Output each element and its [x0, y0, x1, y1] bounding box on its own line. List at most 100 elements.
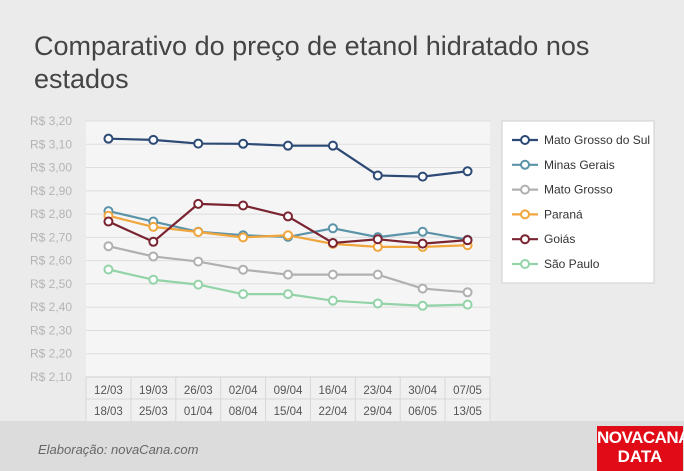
legend-item: São Paulo [512, 257, 600, 271]
data-point [283, 230, 293, 241]
data-point [238, 289, 249, 300]
x-tick-label-start: 16/04 [318, 385, 347, 397]
legend-label: Mato Grosso [544, 183, 613, 197]
y-tick-label: R$ 2,10 [30, 370, 72, 384]
data-point [327, 237, 338, 248]
data-point [327, 223, 338, 234]
series-s-o-paulo [103, 264, 473, 311]
y-tick-label: R$ 2,60 [30, 254, 72, 268]
data-point [417, 283, 428, 294]
data-point [327, 140, 338, 151]
data-point [283, 269, 293, 280]
novacana-data-logo[interactable]: NOVACANA DATA [597, 426, 684, 471]
legend-marker [520, 159, 530, 170]
data-point [417, 226, 428, 237]
data-point [372, 298, 383, 309]
data-point [238, 232, 249, 243]
legend-label: Minas Gerais [544, 158, 615, 172]
data-point [103, 216, 114, 227]
x-tick-label-start: 26/03 [184, 385, 213, 397]
series-mato-grosso-do-sul [103, 133, 473, 182]
data-point [417, 171, 428, 182]
data-point [103, 264, 114, 275]
data-point [283, 289, 293, 300]
data-point [103, 133, 114, 144]
y-tick-label: R$ 2,90 [30, 184, 72, 198]
data-point [372, 170, 383, 181]
x-tick-label-end: 29/04 [363, 406, 392, 418]
legend-label: Goiás [544, 232, 575, 246]
logo-line1: NOVACANA [597, 428, 684, 447]
data-point [148, 251, 159, 262]
data-point [372, 269, 383, 280]
x-tick-label-start: 19/03 [139, 385, 168, 397]
data-point [372, 234, 383, 245]
x-tick-label-start: 23/04 [363, 385, 392, 397]
credit-text: Elaboração: novaCana.com [38, 442, 199, 457]
y-tick-label: R$ 2,30 [30, 323, 72, 337]
legend-item: Minas Gerais [512, 158, 615, 172]
data-point [327, 295, 338, 306]
x-tick-label-start: 07/05 [453, 385, 482, 397]
x-tick-label-start: 12/03 [94, 385, 123, 397]
y-tick-label: R$ 3,00 [30, 161, 72, 175]
data-point [193, 227, 204, 238]
data-point [417, 238, 428, 249]
y-tick-label: R$ 2,20 [30, 347, 72, 361]
x-tick-label-end: 06/05 [408, 406, 437, 418]
legend-item: Mato Grosso [512, 183, 613, 197]
series-goi-s [103, 198, 473, 249]
x-tick-label-end: 08/04 [229, 406, 258, 418]
legend-marker [520, 259, 530, 269]
data-point [327, 269, 338, 280]
legend-marker [520, 209, 530, 220]
y-tick-label: R$ 2,70 [30, 230, 72, 244]
data-point [238, 200, 249, 211]
plot-area [86, 121, 490, 377]
x-tick-label-end: 25/03 [139, 406, 168, 418]
data-point [462, 287, 473, 298]
data-point [283, 140, 293, 151]
y-tick-label: R$ 2,40 [30, 300, 72, 314]
y-tick-label: R$ 2,80 [30, 207, 72, 221]
data-point [148, 221, 159, 232]
x-tick-label-end: 01/04 [184, 406, 213, 418]
legend-box [501, 120, 655, 284]
data-point [238, 264, 249, 275]
data-point [193, 256, 204, 267]
data-point [103, 241, 114, 252]
x-tick-label-end: 22/04 [318, 406, 347, 418]
x-tick-label-end: 13/05 [453, 406, 482, 418]
y-tick-label: R$ 3,20 [30, 114, 72, 128]
x-tick-label-start: 09/04 [274, 385, 303, 397]
data-point [462, 299, 473, 310]
legend-label: Paraná [544, 207, 583, 221]
x-tick-label-start: 02/04 [229, 385, 258, 397]
chart-title: Comparativo do preço de etanol hidratado… [34, 31, 590, 94]
y-tick-label: R$ 3,10 [30, 137, 72, 151]
legend-item: Mato Grosso do Sul [512, 133, 650, 147]
data-point [193, 138, 204, 149]
x-tick-label-end: 15/04 [274, 406, 303, 418]
data-point [417, 300, 428, 311]
data-point [193, 198, 204, 209]
legend-label: São Paulo [544, 257, 600, 271]
legend-marker [520, 135, 530, 145]
data-point [462, 166, 473, 177]
data-point [148, 134, 159, 145]
data-point [283, 211, 293, 222]
footer-bar [0, 421, 684, 471]
legend-item: Paraná [512, 207, 583, 221]
legend-label: Mato Grosso do Sul [544, 133, 650, 147]
legend-marker [520, 184, 530, 195]
data-point [462, 235, 473, 246]
data-point [148, 236, 159, 247]
data-point [193, 279, 204, 290]
series-mato-grosso [103, 241, 473, 298]
data-point [238, 138, 249, 149]
data-point [148, 274, 159, 285]
x-tick-label-end: 18/03 [94, 406, 123, 418]
logo-line2: DATA [617, 447, 663, 466]
